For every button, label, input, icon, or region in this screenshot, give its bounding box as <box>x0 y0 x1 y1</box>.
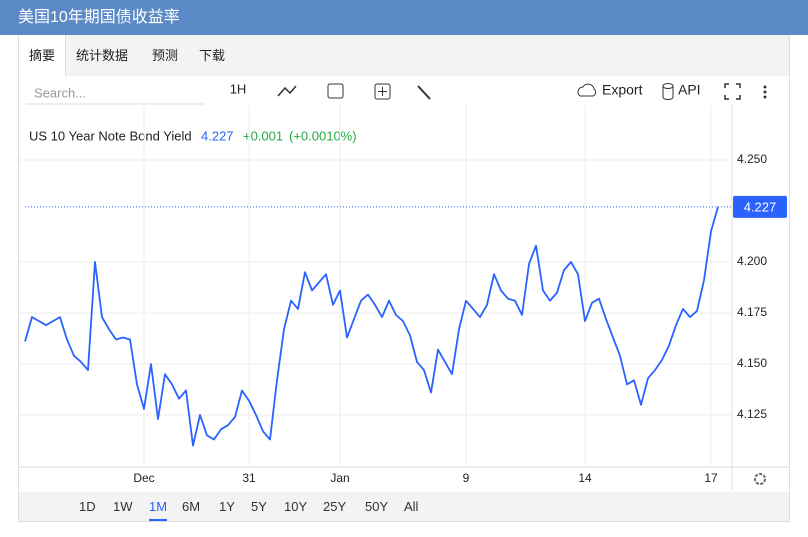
header-title: 美国10年期国债收益率 <box>18 9 180 26</box>
range-button[interactable]: 1W <box>113 499 133 514</box>
chart: Search... 1H Export API US 10 Year Note … <box>19 81 789 490</box>
x-tick-label: Jan <box>330 471 349 485</box>
header: 美国10年期国债收益率 <box>0 0 808 35</box>
x-tick-label: 31 <box>242 471 256 485</box>
fullscreen-icon[interactable] <box>724 83 741 100</box>
tab[interactable]: 预测 <box>152 48 179 63</box>
last-price-label: 4.227 <box>744 199 777 214</box>
add-indicator-plus <box>378 87 387 96</box>
range-button[interactable]: 1Y <box>219 499 235 514</box>
tab[interactable]: 摘要 <box>19 35 67 76</box>
range-button[interactable]: 50Y <box>365 499 389 514</box>
series-name: US 10 Year Note Bond Yield <box>29 128 192 143</box>
api-icon-body <box>662 86 674 100</box>
export-icon[interactable] <box>577 83 597 97</box>
tab-bar: 摘要 统计数据 预测 下载 <box>18 35 790 76</box>
change-percent: (+0.0010%) <box>289 128 357 143</box>
api-button[interactable]: API <box>678 82 701 98</box>
add-indicator-icon[interactable] <box>374 83 391 100</box>
axis-settings-icon[interactable] <box>754 473 766 485</box>
y-tick-label: 4.175 <box>737 305 767 319</box>
grid <box>19 105 732 467</box>
last-price-badge <box>733 195 787 218</box>
change: +0.001 <box>243 128 283 143</box>
menu-dot <box>763 90 767 94</box>
y-tick-label: 4.150 <box>737 356 767 370</box>
y-tick-label: 4.125 <box>737 407 767 421</box>
range-button[interactable]: 25Y <box>323 499 347 514</box>
x-tick-label: Dec <box>133 471 154 485</box>
settings-wrench-icon[interactable] <box>417 85 431 100</box>
tab[interactable]: 统计数据 <box>76 48 129 63</box>
menu-dot <box>763 95 767 99</box>
y-tick-label: 4.200 <box>737 254 767 268</box>
price-line <box>24 206 719 447</box>
tab[interactable]: 下载 <box>199 48 226 63</box>
range-button[interactable]: 5Y <box>251 499 267 514</box>
range-button[interactable]: 1M <box>149 492 168 521</box>
y-tick-label: 4.250 <box>737 152 767 166</box>
menu-dot[interactable] <box>763 85 767 89</box>
x-tick-label: 9 <box>463 471 470 485</box>
export-button[interactable]: Export <box>602 82 643 98</box>
x-tick-label: 14 <box>578 471 592 485</box>
calendar-icon[interactable] <box>327 83 344 99</box>
search-input[interactable]: Search... <box>34 85 86 100</box>
x-tick-label: 17 <box>704 471 718 485</box>
range-button[interactable]: 10Y <box>284 499 308 514</box>
range-button[interactable]: All <box>404 499 419 514</box>
chart-frame <box>18 76 790 522</box>
range-button[interactable]: 1D <box>79 499 96 514</box>
range-bar: 1D 1W 1M 6M 1Y 5Y 10Y 25Y 50Y All <box>19 492 789 521</box>
chart-type-icon[interactable] <box>277 85 297 97</box>
interval-button[interactable]: 1H <box>230 81 247 96</box>
range-button[interactable]: 6M <box>182 499 201 514</box>
api-icon[interactable] <box>662 83 674 89</box>
last-value: 4.227 <box>201 128 234 143</box>
